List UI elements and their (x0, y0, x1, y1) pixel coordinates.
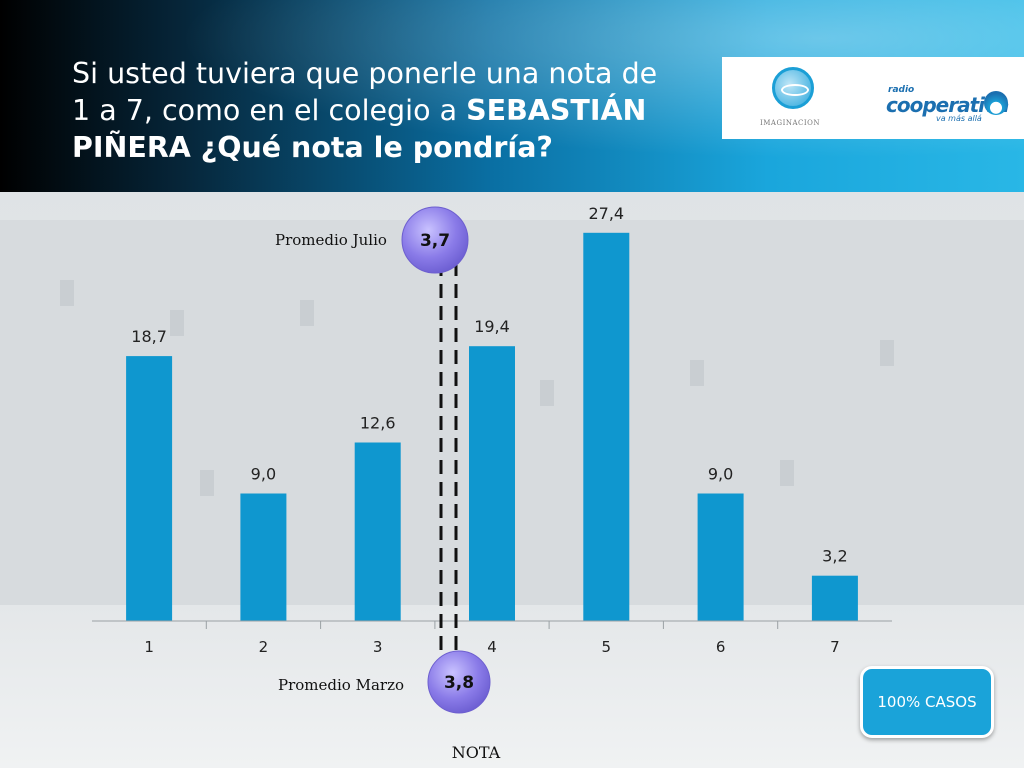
bar-2 (240, 493, 287, 621)
x-tick-5: 5 (602, 638, 612, 656)
value-label-5: 27,4 (588, 204, 624, 223)
avg-julio-value: 3,7 (420, 231, 450, 251)
cooperativa-mark-icon (984, 91, 1008, 115)
window (300, 300, 314, 326)
x-tick-3: 3 (373, 638, 383, 656)
avg-julio-label: Promedio Julio (275, 231, 387, 249)
x-axis-title: NOTA (452, 743, 501, 762)
bar-series (126, 232, 858, 622)
title-line-2-text: 1 a 7, como en el colegio a (72, 94, 467, 127)
window (170, 310, 184, 336)
window (200, 470, 214, 496)
logo-panel: IMAGINACION radio cooperativa va más all… (722, 57, 1024, 139)
bar-4 (469, 346, 515, 621)
window (690, 360, 704, 386)
window (780, 460, 794, 486)
avg-marzo-bubble (427, 650, 491, 714)
avg-marzo-label: Promedio Marzo (278, 676, 404, 694)
avg-marzo-value: 3,8 (444, 673, 474, 693)
x-tick-6: 6 (716, 638, 726, 656)
value-label-1: 18,7 (131, 327, 167, 346)
x-tick-1: 1 (144, 638, 154, 656)
bar-1 (126, 356, 173, 621)
title-name-first: SEBASTIÁN (466, 94, 647, 127)
value-label-3: 12,6 (360, 414, 396, 433)
cooperativa-radio-text: radio (888, 85, 915, 95)
x-tick-2: 2 (259, 638, 269, 656)
plaza-ground (0, 605, 1024, 768)
window (60, 280, 74, 306)
slide-title: Si usted tuviera que ponerle una nota de… (72, 55, 712, 166)
bar-7 (811, 575, 858, 621)
value-label-7: 3,2 (822, 547, 847, 566)
title-line-1: Si usted tuviera que ponerle una nota de (72, 57, 658, 90)
title-line-3: PIÑERA ¿Qué nota le pondría? (72, 129, 712, 166)
x-tick-4: 4 (487, 638, 497, 656)
cases-badge: 100% CASOS (860, 666, 994, 738)
avg-julio-bubble (401, 206, 469, 274)
imaginacion-globe-icon (772, 67, 814, 109)
bar-6 (697, 493, 744, 621)
bar-5 (583, 232, 630, 622)
title-question: PIÑERA ¿Qué nota le pondría? (72, 131, 553, 164)
x-tick-7: 7 (830, 638, 840, 656)
value-label-2: 9,0 (251, 465, 276, 484)
bar-3 (354, 442, 401, 621)
title-line-2: 1 a 7, como en el colegio a SEBASTIÁN (72, 92, 712, 129)
value-label-4: 19,4 (474, 317, 510, 336)
value-labels: 18,7 9,0 12,6 19,4 27,4 9,0 3,2 (131, 204, 847, 566)
imaginacion-logo-text: IMAGINACION (760, 119, 821, 127)
cooperativa-tagline: va más allá (936, 114, 982, 123)
window (880, 340, 894, 366)
value-label-6: 9,0 (708, 465, 733, 484)
window (540, 380, 554, 406)
x-axis-ticks: 1 2 3 4 5 6 7 (144, 621, 840, 656)
